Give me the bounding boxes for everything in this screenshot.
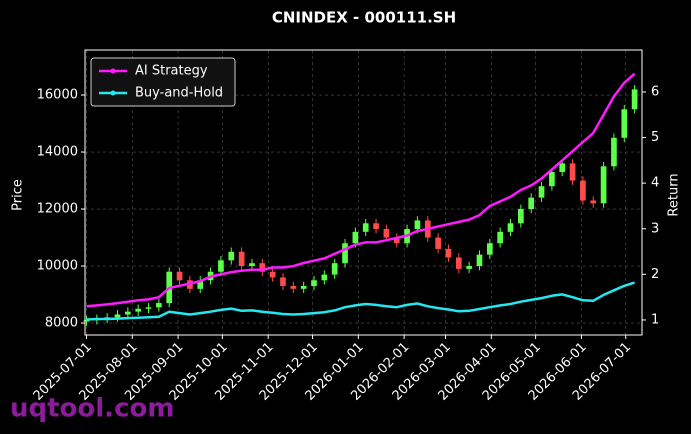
candle-body bbox=[590, 200, 597, 204]
y2-axis-label: Return bbox=[667, 173, 682, 216]
candle-body bbox=[249, 263, 255, 267]
candle-body bbox=[455, 257, 462, 269]
candle-body bbox=[373, 223, 379, 229]
candle-body bbox=[569, 163, 576, 181]
candle-body bbox=[580, 180, 586, 201]
y-tick-label: 16000 bbox=[37, 88, 78, 103]
candle-body bbox=[290, 285, 297, 289]
candle-body bbox=[528, 197, 535, 210]
candle-body bbox=[114, 314, 121, 318]
y2-tick-label: 2 bbox=[651, 267, 659, 282]
candle-body bbox=[445, 248, 452, 258]
legend-label: AI Strategy bbox=[135, 64, 208, 79]
candle-body bbox=[486, 243, 493, 255]
candle-body bbox=[352, 231, 359, 244]
legend-marker bbox=[110, 68, 116, 74]
plot-frame bbox=[84, 49, 643, 336]
candle-body bbox=[631, 89, 638, 110]
candle-body bbox=[414, 220, 421, 229]
y2-tick-label: 5 bbox=[651, 130, 659, 145]
candle-body bbox=[218, 260, 224, 272]
candle-body bbox=[280, 277, 286, 286]
y2-tick-label: 6 bbox=[651, 84, 659, 99]
candle-body bbox=[83, 320, 90, 322]
candle-body bbox=[269, 271, 276, 278]
candle-body bbox=[549, 171, 555, 187]
candle-body bbox=[145, 307, 152, 309]
candle-body bbox=[135, 308, 142, 312]
candle-body bbox=[476, 254, 483, 267]
legend: AI Strategy Buy-and-Hold bbox=[90, 57, 236, 107]
candle-body bbox=[559, 163, 566, 172]
candle-body bbox=[621, 109, 628, 138]
y-tick-label: 14000 bbox=[37, 145, 78, 160]
candle-body bbox=[125, 311, 131, 315]
candle-body bbox=[342, 243, 348, 264]
candle-body bbox=[538, 186, 545, 198]
candle-body bbox=[362, 223, 369, 232]
candle-body bbox=[611, 137, 617, 167]
legend-label: Buy-and-Hold bbox=[135, 86, 223, 101]
candle-body bbox=[507, 223, 514, 232]
return-line bbox=[86, 72, 636, 308]
candle-body bbox=[259, 263, 266, 272]
candle-body bbox=[176, 271, 183, 281]
candle-body bbox=[331, 263, 338, 275]
candle-body bbox=[300, 285, 307, 289]
y-axis-label: Price bbox=[11, 179, 26, 211]
legend-marker bbox=[110, 90, 116, 96]
y-tick-label: 12000 bbox=[37, 202, 78, 217]
y2-tick-label: 1 bbox=[651, 312, 659, 327]
candle-body bbox=[311, 280, 317, 286]
chart-title: CNINDEX - 000111.SH bbox=[272, 9, 456, 27]
watermark: uqtool.com bbox=[10, 394, 174, 424]
candle-body bbox=[393, 237, 400, 244]
candle-body bbox=[435, 237, 441, 249]
candle-body bbox=[466, 266, 472, 269]
y2-tick-label: 4 bbox=[651, 176, 659, 191]
candle-body bbox=[600, 166, 607, 204]
candle-body bbox=[156, 303, 162, 308]
candle-body bbox=[321, 274, 328, 281]
return-line bbox=[86, 281, 635, 321]
y-tick-label: 10000 bbox=[37, 259, 78, 274]
candle-body bbox=[383, 228, 390, 238]
candle-body bbox=[238, 251, 245, 267]
candle-body bbox=[197, 280, 204, 289]
candle-body bbox=[518, 209, 524, 224]
y2-tick-label: 3 bbox=[651, 221, 659, 236]
candle-body bbox=[497, 231, 504, 244]
candle-body bbox=[228, 251, 235, 261]
y-tick-label: 8000 bbox=[45, 316, 78, 331]
